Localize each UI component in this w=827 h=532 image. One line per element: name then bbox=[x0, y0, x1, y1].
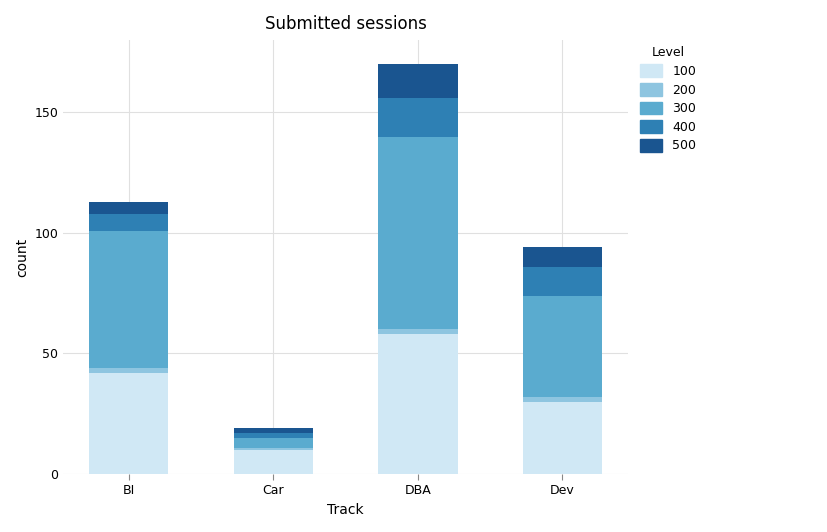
Title: Submitted sessions: Submitted sessions bbox=[265, 15, 426, 33]
Bar bbox=[233, 438, 313, 447]
Bar bbox=[88, 368, 168, 373]
Bar bbox=[378, 98, 457, 137]
X-axis label: Track: Track bbox=[327, 503, 364, 517]
Bar bbox=[233, 450, 313, 474]
Bar bbox=[378, 334, 457, 474]
Bar bbox=[88, 230, 168, 368]
Bar bbox=[233, 433, 313, 438]
Bar bbox=[522, 296, 601, 397]
Bar bbox=[378, 137, 457, 329]
Bar bbox=[522, 402, 601, 474]
Y-axis label: count: count bbox=[15, 237, 29, 277]
Bar bbox=[233, 447, 313, 450]
Bar bbox=[522, 247, 601, 267]
Bar bbox=[88, 202, 168, 214]
Bar bbox=[378, 64, 457, 98]
Bar bbox=[522, 267, 601, 296]
Bar bbox=[233, 428, 313, 433]
Bar bbox=[88, 214, 168, 230]
Legend: 100, 200, 300, 400, 500: 100, 200, 300, 400, 500 bbox=[639, 46, 696, 153]
Bar bbox=[522, 397, 601, 402]
Bar bbox=[378, 329, 457, 334]
Bar bbox=[88, 373, 168, 474]
